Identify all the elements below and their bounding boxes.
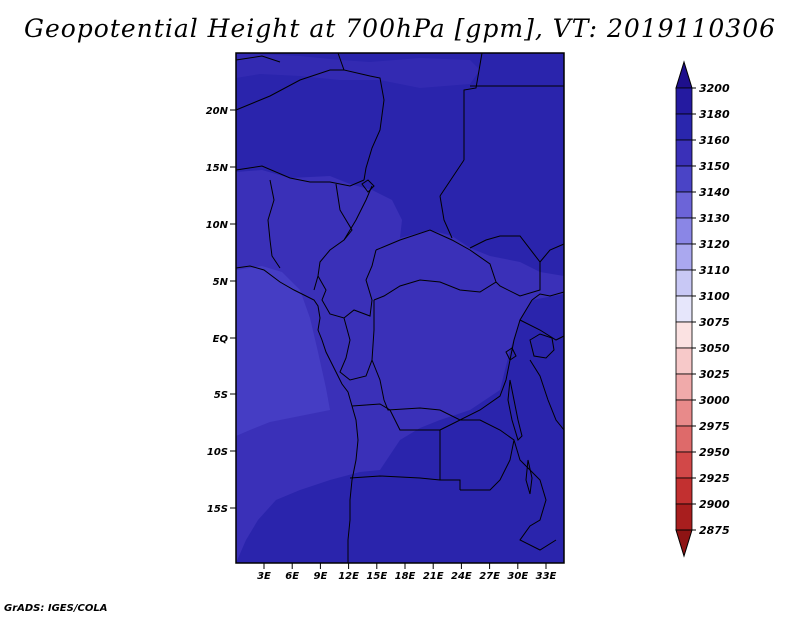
lake-tanganyika — [507, 379, 523, 441]
colorbar-swatch — [675, 269, 693, 297]
border-niger-south — [235, 165, 365, 187]
border-drc — [371, 299, 533, 421]
lon-tick-label: 6E — [285, 571, 299, 582]
colorbar-swatch — [675, 217, 693, 245]
colorbar-swatch — [675, 451, 693, 479]
colorbar-label: 2925 — [699, 472, 730, 485]
border-congo — [339, 300, 375, 381]
border-mali-niger — [235, 55, 281, 63]
colorbar-label: 3140 — [699, 186, 730, 199]
latitude-axis: 20N 15N 10N 5N EQ 5S 10S 15S — [206, 106, 236, 515]
colorbar-label: 2950 — [699, 446, 730, 459]
colorbar-label: 3130 — [699, 212, 730, 225]
border-namibia — [349, 475, 441, 481]
lon-tick-label: 15E — [366, 571, 387, 582]
colorbar-swatch — [675, 503, 693, 531]
border-cameroon — [317, 185, 377, 319]
colorbar-label: 3050 — [699, 342, 730, 355]
colorbar-swatch — [675, 139, 693, 167]
border-car — [373, 229, 497, 301]
colorbar-label: 3200 — [699, 82, 730, 95]
lon-tick-label: 30E — [507, 571, 528, 582]
country-borders — [235, 52, 565, 563]
colorbar-label: 3075 — [699, 316, 730, 329]
coastline-west — [235, 265, 359, 563]
colorbar-label: 3120 — [699, 238, 730, 251]
colorbar-label: 3150 — [699, 160, 730, 173]
colorbar-label: 3180 — [699, 108, 730, 121]
colorbar-swatch — [675, 87, 693, 115]
colorbar-label: 3110 — [699, 264, 730, 277]
colorbar-swatch — [675, 425, 693, 453]
colorbar-label: 3100 — [699, 290, 730, 303]
lat-tick-label: 10S — [207, 447, 228, 458]
colorbar-bottom-arrow — [675, 529, 693, 558]
border-angola — [351, 403, 461, 490]
chart-title: Geopotential Height at 700hPa [gpm], VT:… — [23, 14, 777, 43]
field-mid-ne-region — [236, 53, 480, 88]
colorbar-swatch — [675, 243, 693, 271]
lat-tick-label: 20N — [206, 106, 229, 117]
border-east — [519, 243, 565, 431]
colorbar-label: 2975 — [699, 420, 730, 433]
colorbar-swatch — [675, 347, 693, 375]
lon-tick-label: 3E — [257, 571, 271, 582]
lon-tick-label: 12E — [338, 571, 359, 582]
colorbar-label: 2900 — [699, 498, 730, 511]
colorbar-swatch — [675, 373, 693, 401]
lat-tick-label: 15N — [206, 163, 229, 174]
lon-tick-label: 18E — [395, 571, 416, 582]
border-rwanda — [505, 347, 517, 361]
lat-tick-label: 5S — [214, 390, 228, 401]
field-light-region — [236, 266, 330, 436]
colorbar-swatch — [675, 399, 693, 427]
colorbar-swatch — [675, 165, 693, 193]
field-mid-region — [236, 170, 564, 563]
lon-tick-label: 21E — [423, 571, 444, 582]
credit-label: GrADS: IGES/COLA — [4, 603, 108, 614]
lon-tick-label: 27E — [479, 571, 500, 582]
height-field — [236, 53, 564, 563]
longitude-axis: 3E 6E 9E 12E 15E 18E 21E 24E 27E 30E 33E — [257, 563, 557, 582]
colorbar-swatch — [675, 113, 693, 141]
lon-tick-label: 24E — [451, 571, 472, 582]
colorbar-top-arrow — [675, 60, 693, 89]
lake-malawi — [525, 459, 533, 495]
colorbar-swatch — [675, 321, 693, 349]
lat-tick-label: 5N — [213, 277, 229, 288]
border-libya-chad — [337, 52, 385, 181]
colorbar-swatch — [675, 477, 693, 505]
lat-tick-label: 15S — [207, 504, 228, 515]
colorbar: 3200 3180 3160 3150 3140 3130 3120 3110 3100 3075… — [675, 60, 730, 558]
colorbar-label: 3160 — [699, 134, 730, 147]
lake-victoria — [529, 333, 555, 359]
border-sudan — [439, 52, 483, 239]
colorbar-label: 3000 — [699, 394, 730, 407]
lat-tick-label: 10N — [206, 220, 229, 231]
lat-tick-label: EQ — [213, 334, 229, 345]
border-malawi-mozambique — [513, 439, 557, 551]
colorbar-label: 3025 — [699, 368, 730, 381]
colorbar-swatch — [675, 295, 693, 323]
border-nigeria — [267, 179, 353, 291]
map-frame — [235, 52, 565, 564]
colorbar-label: 2875 — [699, 524, 730, 537]
lon-tick-label: 33E — [536, 571, 557, 582]
colorbar-swatch — [675, 191, 693, 219]
lon-tick-label: 9E — [314, 571, 328, 582]
border-niger-chad — [235, 69, 344, 111]
lake-chad — [361, 179, 375, 193]
